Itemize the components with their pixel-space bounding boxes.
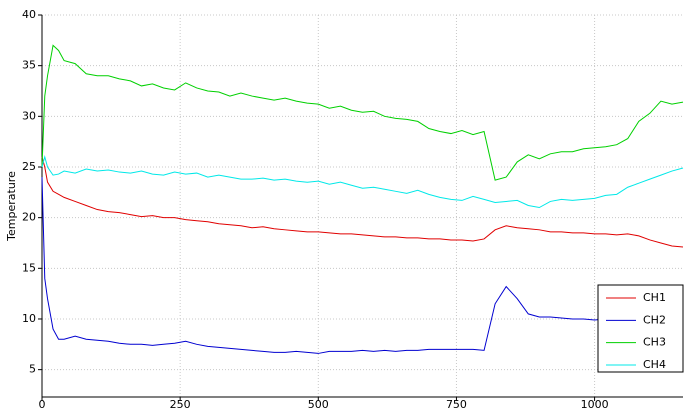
legend-label: CH2 — [643, 313, 666, 326]
y-tick-label: 10 — [22, 312, 36, 325]
series-line — [41, 44, 684, 181]
y-tick-label: 15 — [22, 261, 36, 274]
legend-label: CH1 — [643, 291, 666, 304]
x-tick-label: 1000 — [581, 398, 609, 410]
y-tick-label: 40 — [22, 8, 36, 21]
y-tick-label: 5 — [29, 363, 36, 376]
legend-box — [597, 284, 684, 373]
x-tick-label: 250 — [170, 398, 191, 410]
x-tick-label: 0 — [39, 398, 46, 410]
legend-label: CH3 — [643, 336, 666, 349]
series-line — [41, 154, 684, 209]
series-line — [41, 156, 684, 248]
y-tick-label: 20 — [22, 211, 36, 224]
y-tick-label: 25 — [22, 160, 36, 173]
legend-label: CH4 — [643, 358, 666, 371]
y-tick-label: 30 — [22, 109, 36, 122]
legend: CH1 CH2 CH3 CH4 — [597, 284, 684, 373]
series-line — [41, 177, 684, 354]
x-tick-label: 500 — [308, 398, 329, 410]
y-axis-label: Temperature — [5, 171, 18, 242]
y-tick-label: 35 — [22, 59, 36, 72]
x-tick-label: 750 — [446, 398, 467, 410]
